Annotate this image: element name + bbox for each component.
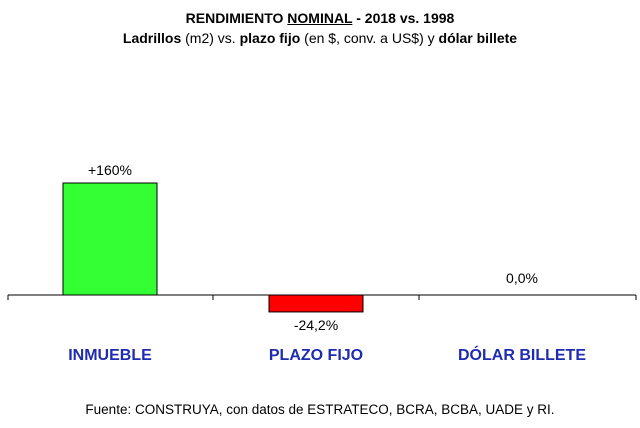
subtitle-plain-2: (en $, conv. a US$) y: [300, 30, 439, 46]
bar-chart: +160% INMUEBLE -24,2% PLAZO FIJO 0,0% DÓLAR B…: [7, 162, 637, 364]
subtitle-plain-1: (m2) vs.: [181, 30, 240, 46]
subtitle-bold-1: Ladrillos: [122, 30, 182, 46]
category-label: PLAZO FIJO: [269, 347, 363, 364]
subtitle-bold-2: plazo fijo: [239, 30, 301, 46]
subtitle-bold-3: dólar billete: [438, 30, 518, 46]
category-label: INMUEBLE: [68, 347, 152, 364]
data-label: +160%: [88, 162, 132, 178]
category-label: DÓLAR BILLETE: [458, 345, 586, 364]
chart-title: RENDIMIENTO NOMINAL - 2018 vs. 1998: [0, 10, 640, 26]
title-underlined-word: NOMINAL: [287, 10, 353, 26]
data-label: -24,2%: [294, 317, 338, 333]
bar-plazo-fijo: [268, 294, 364, 313]
title-part-2: - 2018 vs. 1998: [352, 10, 455, 26]
bar-inmueble: [62, 182, 158, 296]
data-label: 0,0%: [506, 270, 538, 286]
source-note: Fuente: CONSTRUYA, con datos de ESTRATEC…: [85, 402, 555, 417]
chart-subtitle: Ladrillos (m2) vs. plazo fijo (en $, con…: [0, 30, 640, 46]
title-part-1: RENDIMIENTO: [185, 10, 288, 26]
